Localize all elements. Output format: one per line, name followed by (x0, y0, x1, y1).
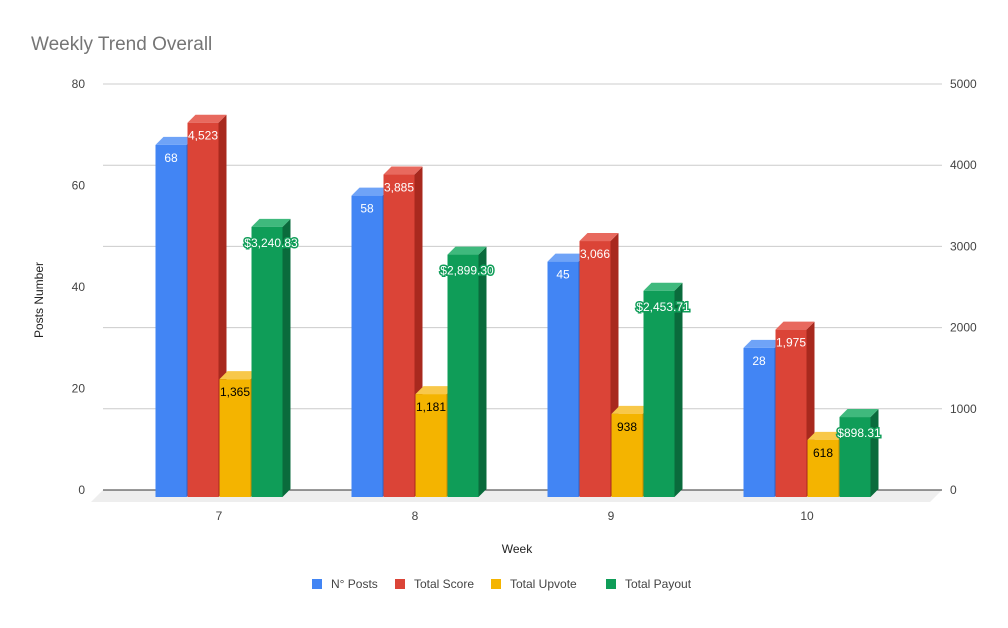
legend-item: N° Posts (312, 577, 378, 591)
x-axis-ticks: 7 8 9 10 (216, 509, 814, 523)
right-tick-label: 4000 (950, 158, 977, 172)
bar-front (579, 241, 611, 497)
bar-top (643, 282, 683, 291)
bar-front (187, 122, 219, 498)
bar-top (547, 253, 587, 262)
data-label: $2,899.30 (440, 264, 494, 278)
legend-label: Total Payout (625, 577, 692, 591)
bar-top (383, 166, 423, 175)
legend: N° Posts Total Score Total Upvote Total Pay… (312, 577, 692, 591)
bar-front (547, 261, 579, 497)
bar-front (807, 439, 839, 497)
left-tick-label: 0 (78, 483, 85, 497)
bar-top (415, 386, 455, 395)
data-label: $2,453.71 (636, 300, 690, 314)
data-label: $3,240.83 (244, 236, 298, 250)
bar-top (807, 431, 847, 440)
data-label: 618 (813, 446, 833, 460)
bar-top (155, 136, 195, 145)
data-label: 68 (164, 151, 178, 165)
bar-top (251, 218, 291, 227)
legend-swatch (491, 579, 501, 589)
bar-side (674, 282, 683, 497)
right-tick-label: 0 (950, 483, 957, 497)
data-label: 1,365 (220, 385, 250, 399)
data-label: 45 (556, 268, 570, 282)
bar-side (282, 218, 291, 497)
legend-label: Total Score (414, 577, 474, 591)
bar-top (839, 409, 879, 418)
left-axis-ticks: 0 20 40 60 80 (72, 77, 86, 497)
bar-top (775, 321, 815, 330)
gridlines (103, 83, 942, 410)
bars (155, 114, 879, 498)
left-tick-label: 20 (72, 382, 86, 396)
bar-total-score (383, 166, 423, 497)
x-axis-title: Week (502, 542, 533, 556)
legend-item: Total Upvote (491, 577, 577, 591)
right-tick-label: 1000 (950, 402, 977, 416)
data-label: 28 (752, 354, 766, 368)
legend-swatch (312, 579, 322, 589)
bar-front (743, 347, 775, 497)
x-tick-label: 8 (412, 509, 419, 523)
x-tick-label: 10 (800, 509, 814, 523)
bar-top (219, 371, 259, 380)
data-label: 3,885 (384, 181, 414, 195)
bar-front (219, 379, 251, 497)
bar-total-payout (447, 246, 487, 497)
right-tick-label: 5000 (950, 77, 977, 91)
legend-swatch (606, 579, 616, 589)
bar-front (611, 413, 643, 497)
bar-front (155, 144, 187, 497)
bar-top (187, 114, 227, 123)
bar-side (870, 409, 879, 497)
bar-front (643, 290, 675, 497)
y-axis-title: Posts Number (32, 262, 46, 338)
legend-item: Total Score (395, 577, 474, 591)
bar-total-payout (643, 282, 683, 497)
floor-plane (91, 490, 942, 502)
data-label: 3,066 (580, 247, 610, 261)
bar-front (415, 394, 447, 497)
x-tick-label: 7 (216, 509, 223, 523)
data-label: 58 (360, 202, 374, 216)
data-label: 1,181 (416, 400, 446, 414)
bar-front (775, 329, 807, 497)
bar-front (447, 254, 479, 497)
legend-swatch (395, 579, 405, 589)
bar-front (351, 195, 383, 497)
legend-item: Total Payout (606, 577, 692, 591)
data-label: $898.31 (837, 426, 881, 440)
bar-front (251, 226, 283, 497)
right-axis-ticks: 0 1000 2000 3000 4000 5000 (950, 77, 977, 497)
chart-title: Weekly Trend Overall (31, 34, 212, 55)
bar-top (447, 246, 487, 255)
bar-front (383, 174, 415, 497)
bar-top (579, 233, 619, 242)
data-label: 1,975 (776, 336, 806, 350)
right-tick-label: 2000 (950, 321, 977, 335)
data-label: 938 (617, 420, 637, 434)
bar-total-payout (251, 218, 291, 497)
bar-side (478, 246, 487, 497)
bar-front (839, 417, 871, 497)
bar-top (743, 339, 783, 348)
x-tick-label: 9 (608, 509, 615, 523)
left-tick-label: 40 (72, 280, 86, 294)
right-tick-label: 3000 (950, 239, 977, 253)
bar-top (611, 405, 651, 414)
legend-label: N° Posts (331, 577, 378, 591)
bar-top (351, 187, 391, 196)
legend-label: Total Upvote (510, 577, 577, 591)
bar-total-payout (839, 409, 879, 497)
data-labels: 68 4,523 1,365 $3,240.83 58 3,885 1,181 $2,899.… (164, 129, 882, 460)
left-tick-label: 60 (72, 179, 86, 193)
data-label: 4,523 (188, 129, 218, 143)
left-tick-label: 80 (72, 77, 86, 91)
